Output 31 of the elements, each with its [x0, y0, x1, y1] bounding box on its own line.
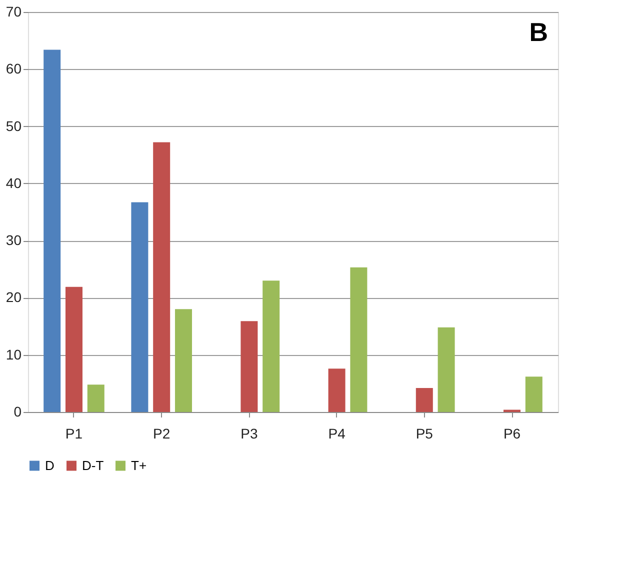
bar — [65, 286, 82, 412]
x-tick-label: P4 — [328, 426, 346, 442]
bar — [240, 321, 258, 412]
bar — [438, 327, 455, 412]
legend-label: D-T — [82, 458, 104, 473]
y-tick-label: 40 — [6, 174, 22, 191]
bar — [131, 202, 148, 412]
y-tick-label: 20 — [6, 289, 22, 306]
bar — [262, 280, 280, 412]
x-tick-label: P2 — [153, 426, 170, 442]
bar — [525, 376, 542, 412]
bar — [87, 384, 104, 412]
bar — [174, 309, 192, 412]
y-tick-label: 50 — [6, 118, 22, 134]
bar — [350, 267, 368, 412]
y-tick-label: 0 — [14, 404, 22, 420]
y-tick-label: 30 — [6, 232, 22, 248]
bar — [153, 142, 170, 412]
x-tick-label: P5 — [416, 426, 434, 442]
bar — [328, 368, 346, 412]
y-tick-label: 70 — [6, 4, 22, 20]
bar — [416, 388, 433, 412]
x-tick-label: P3 — [240, 426, 258, 442]
y-tick-label: 60 — [6, 60, 22, 77]
y-tick-label: 10 — [6, 346, 22, 362]
legend-label: D — [45, 458, 54, 473]
x-tick-label: P6 — [503, 426, 521, 442]
bar — [44, 50, 61, 412]
annotation: B — [529, 17, 548, 47]
legend-label: T+ — [131, 458, 147, 473]
x-tick-label: P1 — [65, 426, 83, 442]
